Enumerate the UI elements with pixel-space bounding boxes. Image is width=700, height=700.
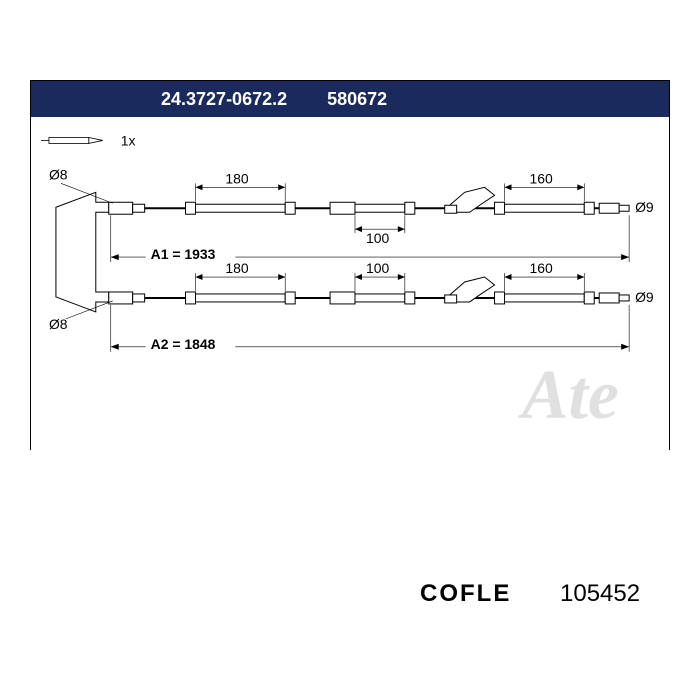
top-dim-100: 100 [366,230,390,246]
header-bar: 24.3727-0672.2 580672 [31,81,669,117]
bottom-dim-160: 160 [529,260,553,276]
part-code: 580672 [327,89,387,110]
bottom-dim-100: 100 [366,260,390,276]
diagram-frame: 24.3727-0672.2 580672 Ate 1x [30,80,670,450]
top-dim-180: 180 [225,170,249,186]
diagram-area: Ate 1x [31,117,669,451]
accessory-qty: 1x [121,132,136,148]
a1-label: A1 = 1933 [151,246,216,262]
top-right-dia: Ø9 [635,199,654,215]
top-left-dia: Ø8 [49,166,68,182]
bottom-cable-assembly: Ø8 Ø9 180 100 160 [49,260,654,353]
accessory-pin: 1x [41,132,136,148]
bottom-dim-180: 180 [225,260,249,276]
part-reference: 24.3727-0672.2 [161,89,287,110]
a2-label: A2 = 1848 [151,336,216,352]
footer-brand: COFLE [420,580,511,608]
footer-partnum: 105452 [560,580,640,608]
bottom-left-dia: Ø8 [49,316,68,332]
top-cable-assembly: Ø8 Ø9 180 100 [49,166,654,263]
bottom-right-dia: Ø9 [635,289,654,305]
left-bracket [56,192,109,312]
top-dim-160: 160 [529,170,553,186]
technical-drawing: 1x [31,117,669,451]
